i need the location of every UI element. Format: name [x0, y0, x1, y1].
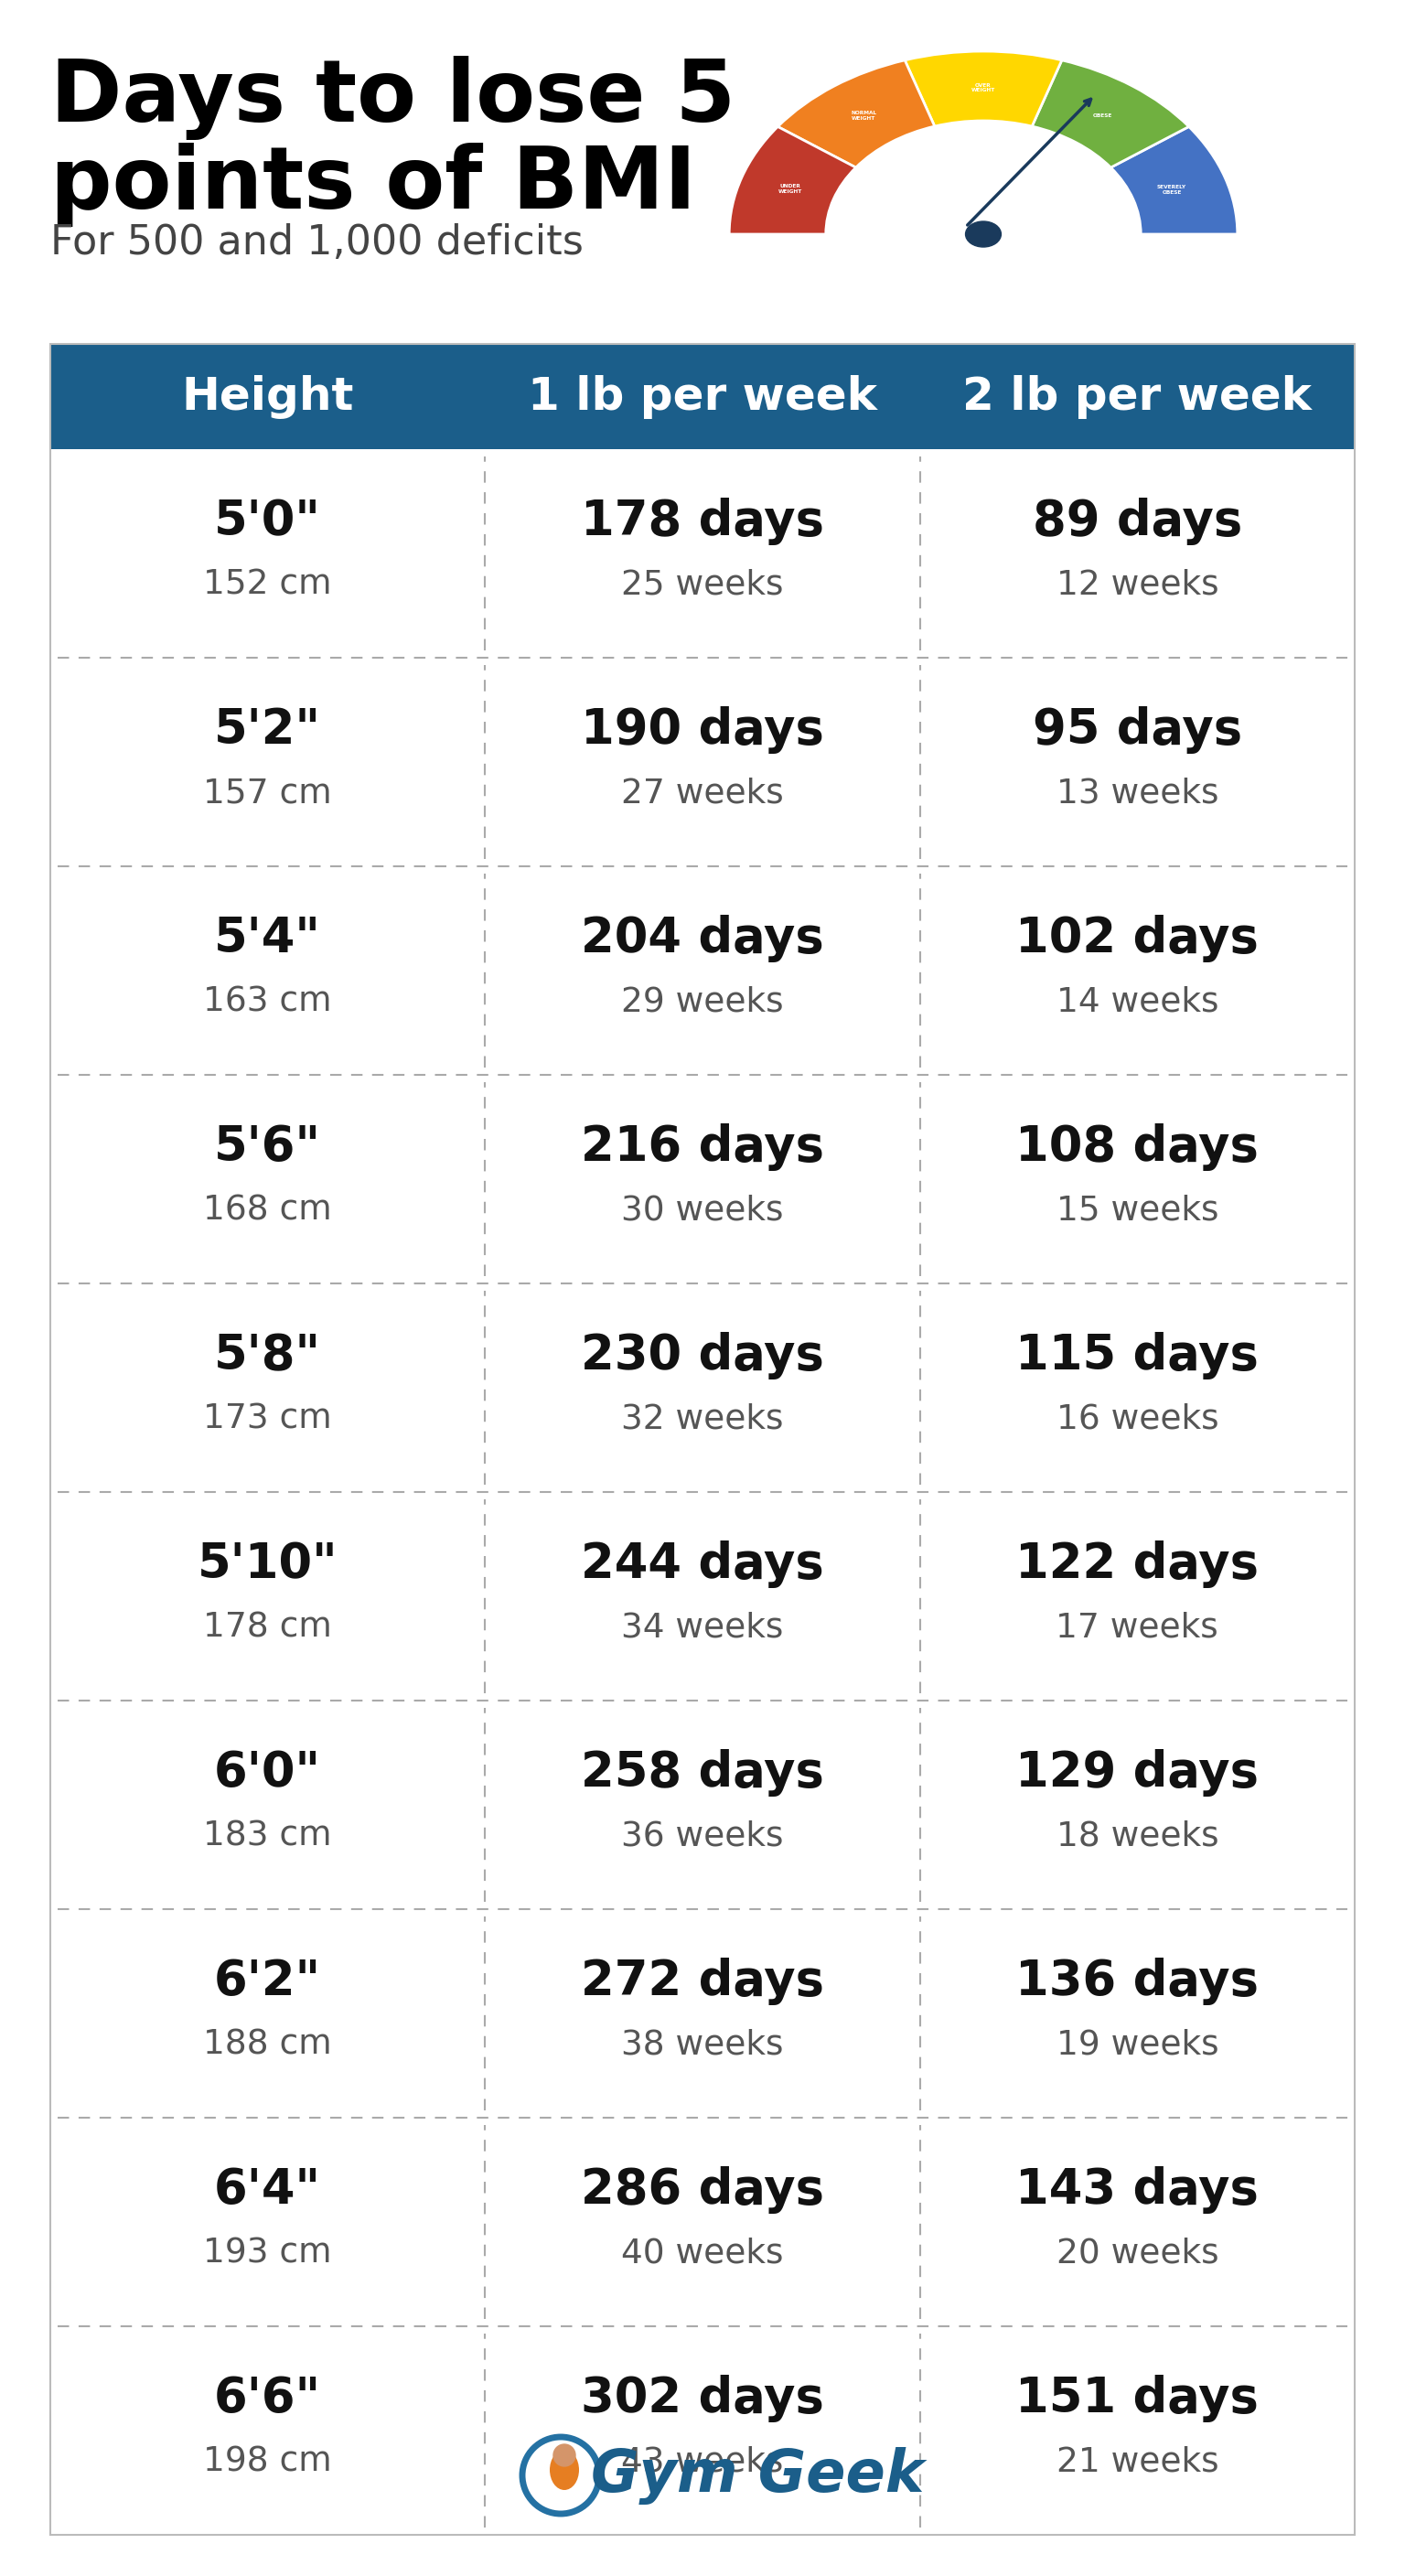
Text: points of BMI: points of BMI: [51, 142, 697, 227]
Wedge shape: [729, 126, 856, 234]
Text: 21 weeks: 21 weeks: [1057, 2447, 1218, 2478]
Text: 163 cm: 163 cm: [204, 987, 332, 1020]
Text: 302 days: 302 days: [580, 2375, 825, 2421]
Text: 204 days: 204 days: [580, 914, 825, 963]
Text: 129 days: 129 days: [1016, 1749, 1259, 1795]
Text: 198 cm: 198 cm: [204, 2447, 332, 2478]
Text: UNDER
WEIGHT: UNDER WEIGHT: [778, 183, 802, 193]
Text: 30 weeks: 30 weeks: [621, 1195, 784, 1229]
Text: 258 days: 258 days: [580, 1749, 825, 1795]
Wedge shape: [778, 59, 934, 167]
Text: 6'4": 6'4": [214, 2166, 322, 2213]
Text: 190 days: 190 days: [580, 706, 825, 755]
Text: 143 days: 143 days: [1016, 2166, 1259, 2213]
Text: OVER
WEIGHT: OVER WEIGHT: [971, 82, 995, 93]
Text: 244 days: 244 days: [580, 1540, 825, 1587]
Text: 178 days: 178 days: [580, 497, 825, 546]
Bar: [51, 2117, 1354, 2326]
Text: 19 weeks: 19 weeks: [1057, 2030, 1218, 2061]
Text: 152 cm: 152 cm: [204, 569, 332, 603]
Text: 136 days: 136 days: [1016, 1958, 1259, 2004]
Text: 5'2": 5'2": [214, 706, 322, 755]
Text: 1 lb per week: 1 lb per week: [528, 374, 877, 417]
Wedge shape: [905, 52, 1062, 126]
Bar: [51, 1700, 1354, 1909]
Text: 36 weeks: 36 weeks: [621, 1821, 784, 1852]
Text: 5'10": 5'10": [198, 1540, 339, 1587]
Text: 14 weeks: 14 weeks: [1057, 987, 1218, 1020]
Bar: [51, 1492, 1354, 1700]
Text: 102 days: 102 days: [1016, 914, 1259, 963]
Bar: [51, 345, 1354, 2535]
Text: 2 lb per week: 2 lb per week: [962, 374, 1312, 417]
Text: 27 weeks: 27 weeks: [621, 778, 784, 811]
Bar: [51, 1909, 1354, 2117]
Text: Days to lose 5: Days to lose 5: [51, 57, 736, 139]
Text: 17 weeks: 17 weeks: [1057, 1613, 1218, 1643]
Text: SEVERELY
OBESE: SEVERELY OBESE: [1158, 185, 1186, 196]
Text: 6'2": 6'2": [214, 1958, 322, 2004]
Text: 34 weeks: 34 weeks: [621, 1613, 784, 1643]
Text: 286 days: 286 days: [580, 2166, 825, 2213]
Text: 6'6": 6'6": [214, 2375, 322, 2421]
Text: 5'8": 5'8": [214, 1332, 322, 1381]
Text: 5'4": 5'4": [214, 914, 322, 963]
Text: 29 weeks: 29 weeks: [621, 987, 784, 1020]
Bar: [51, 1074, 1354, 1283]
Text: 6'0": 6'0": [214, 1749, 322, 1795]
Text: 32 weeks: 32 weeks: [621, 1404, 784, 1437]
Bar: [51, 2326, 1354, 2535]
Text: Height: Height: [181, 374, 354, 417]
Text: 122 days: 122 days: [1016, 1540, 1259, 1587]
Text: 230 days: 230 days: [580, 1332, 825, 1381]
Text: 38 weeks: 38 weeks: [621, 2030, 784, 2061]
Text: 13 weeks: 13 weeks: [1057, 778, 1218, 811]
Circle shape: [965, 222, 1002, 247]
Text: 193 cm: 193 cm: [204, 2239, 332, 2269]
Circle shape: [554, 2445, 576, 2465]
Text: 12 weeks: 12 weeks: [1057, 569, 1218, 603]
Text: 157 cm: 157 cm: [204, 778, 332, 811]
Text: 178 cm: 178 cm: [204, 1613, 332, 1643]
Text: 20 weeks: 20 weeks: [1057, 2239, 1218, 2269]
Bar: [51, 657, 1354, 866]
Text: 272 days: 272 days: [580, 1958, 825, 2004]
Text: 95 days: 95 days: [1033, 706, 1242, 755]
Text: 89 days: 89 days: [1033, 497, 1242, 546]
Text: 183 cm: 183 cm: [204, 1821, 332, 1852]
Text: 18 weeks: 18 weeks: [1057, 1821, 1218, 1852]
Text: For 500 and 1,000 deficits: For 500 and 1,000 deficits: [51, 224, 583, 263]
Wedge shape: [1033, 59, 1189, 167]
Text: OBESE: OBESE: [1093, 113, 1113, 118]
Text: 16 weeks: 16 weeks: [1057, 1404, 1218, 1437]
Text: 188 cm: 188 cm: [204, 2030, 332, 2061]
Text: 5'0": 5'0": [214, 497, 322, 546]
Text: NORMAL
WEIGHT: NORMAL WEIGHT: [851, 111, 877, 121]
Bar: [51, 866, 1354, 1074]
Wedge shape: [1111, 126, 1238, 234]
Text: Gym Geek: Gym Geek: [590, 2447, 924, 2504]
Text: 168 cm: 168 cm: [204, 1195, 332, 1229]
Bar: [51, 1283, 1354, 1492]
Text: 15 weeks: 15 weeks: [1057, 1195, 1218, 1229]
Text: 5'6": 5'6": [214, 1123, 322, 1172]
Text: 43 weeks: 43 weeks: [621, 2447, 784, 2478]
Ellipse shape: [549, 2450, 579, 2491]
Bar: [51, 345, 1354, 448]
Text: 173 cm: 173 cm: [204, 1404, 332, 1437]
Bar: [51, 448, 1354, 657]
Text: 108 days: 108 days: [1016, 1123, 1259, 1172]
Text: 40 weeks: 40 weeks: [621, 2239, 784, 2269]
Text: 25 weeks: 25 weeks: [621, 569, 784, 603]
Text: 115 days: 115 days: [1016, 1332, 1259, 1381]
Text: 216 days: 216 days: [580, 1123, 825, 1172]
Text: 151 days: 151 days: [1016, 2375, 1259, 2421]
